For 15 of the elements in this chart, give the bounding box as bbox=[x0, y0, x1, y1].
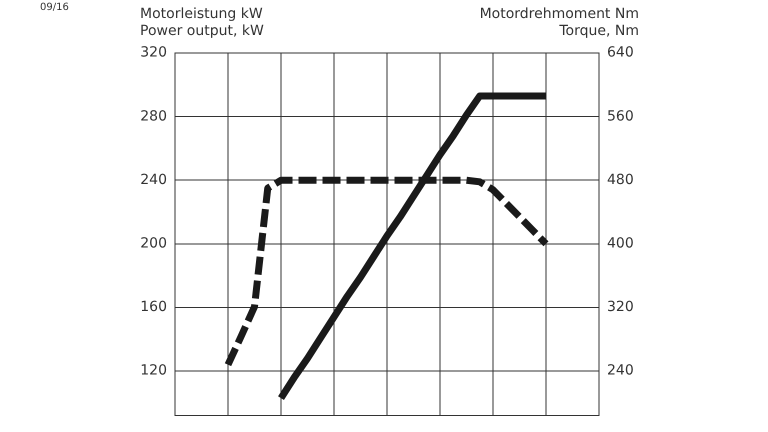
y2-tick-label: 560 bbox=[607, 108, 634, 124]
text: 09/16 bbox=[40, 2, 69, 13]
y-tick-label: 280 bbox=[140, 108, 167, 124]
y2-tick-label: 640 bbox=[607, 44, 634, 61]
y2-tick-label: 400 bbox=[607, 235, 634, 252]
y-tick-label: 200 bbox=[140, 235, 167, 252]
y2-tick-label: 240 bbox=[607, 362, 634, 379]
y-axis-title: Motorleistung kW Power output, kW bbox=[140, 6, 264, 39]
y2-tick-label: 320 bbox=[607, 299, 634, 316]
y2-axis-title: Motordrehmoment Nm Torque, Nm bbox=[480, 6, 639, 39]
y-tick-label: 120 bbox=[140, 362, 167, 379]
y-tick-label: 160 bbox=[140, 299, 167, 316]
y-tick-label: 240 bbox=[140, 172, 167, 188]
y-tick-label: 320 bbox=[140, 44, 167, 61]
y2-tick-label: 480 bbox=[607, 172, 634, 188]
